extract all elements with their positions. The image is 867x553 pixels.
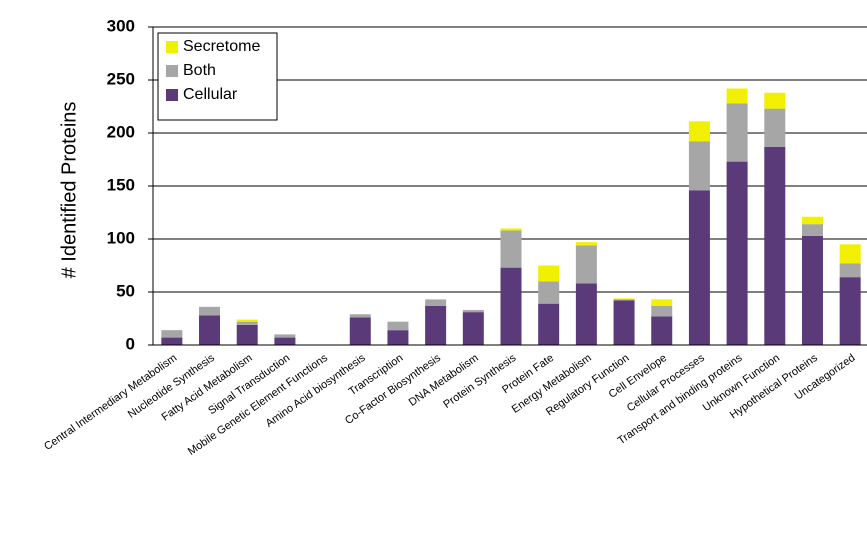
bar-segment [764, 146, 786, 345]
bar-segment [575, 283, 597, 345]
bar-segment [236, 321, 258, 325]
bar-segment [575, 245, 597, 284]
bar-segment [500, 230, 522, 268]
bar-segment [726, 161, 748, 345]
y-axis-label: # Identified Proteins [58, 102, 80, 279]
bar-segment [349, 314, 371, 318]
legend-swatch [166, 41, 178, 53]
bar-segment [801, 216, 823, 225]
bar-segment [349, 317, 371, 345]
bar-segment [387, 330, 409, 345]
bar-segment [726, 103, 748, 162]
bar-segment [161, 337, 183, 345]
y-tick-label: 100 [107, 228, 135, 247]
bar-segment [538, 265, 560, 282]
bar-segment [688, 121, 710, 142]
bar-segment [613, 300, 635, 345]
bar-segment [462, 312, 484, 345]
bar-segment [199, 315, 221, 345]
bar-segment [575, 242, 597, 246]
bar-segment [651, 299, 673, 306]
bar-segment [199, 306, 221, 316]
bar-segment [651, 316, 673, 345]
legend-label: Cellular [183, 86, 238, 103]
y-tick-label: 0 [126, 334, 135, 353]
bar-segment [425, 299, 447, 306]
bar-segment [613, 299, 635, 301]
bar-segment [500, 267, 522, 345]
legend-swatch [166, 65, 178, 77]
bar-segment [462, 310, 484, 313]
bar-segment [500, 228, 522, 231]
bar-segment [274, 334, 296, 338]
bar-segment [651, 305, 673, 317]
bar-segment [688, 190, 710, 345]
bar-segment [764, 92, 786, 109]
y-tick-label: 250 [107, 69, 135, 88]
bar-segment [538, 303, 560, 345]
bar-segment [425, 305, 447, 345]
legend-label: Both [183, 62, 216, 79]
y-tick-label: 50 [116, 281, 135, 300]
y-tick-label: 150 [107, 175, 135, 194]
bar-segment [613, 298, 635, 300]
bar-segment [801, 235, 823, 345]
bar-segment [538, 281, 560, 304]
bar-segment [387, 321, 409, 331]
bar-segment [236, 324, 258, 345]
bar-segment [274, 337, 296, 345]
bar-segment [839, 277, 861, 345]
bar-segment [839, 244, 861, 264]
bar-segment [161, 330, 183, 338]
y-tick-label: 300 [107, 16, 135, 35]
bar-segment [236, 319, 258, 322]
bar-segment [839, 263, 861, 278]
legend-label: Secretome [183, 38, 260, 55]
y-tick-label: 200 [107, 122, 135, 141]
bar-segment [726, 88, 748, 104]
bar-segment [688, 141, 710, 191]
legend-swatch [166, 89, 178, 101]
bar-segment [801, 224, 823, 236]
bar-segment [764, 108, 786, 147]
